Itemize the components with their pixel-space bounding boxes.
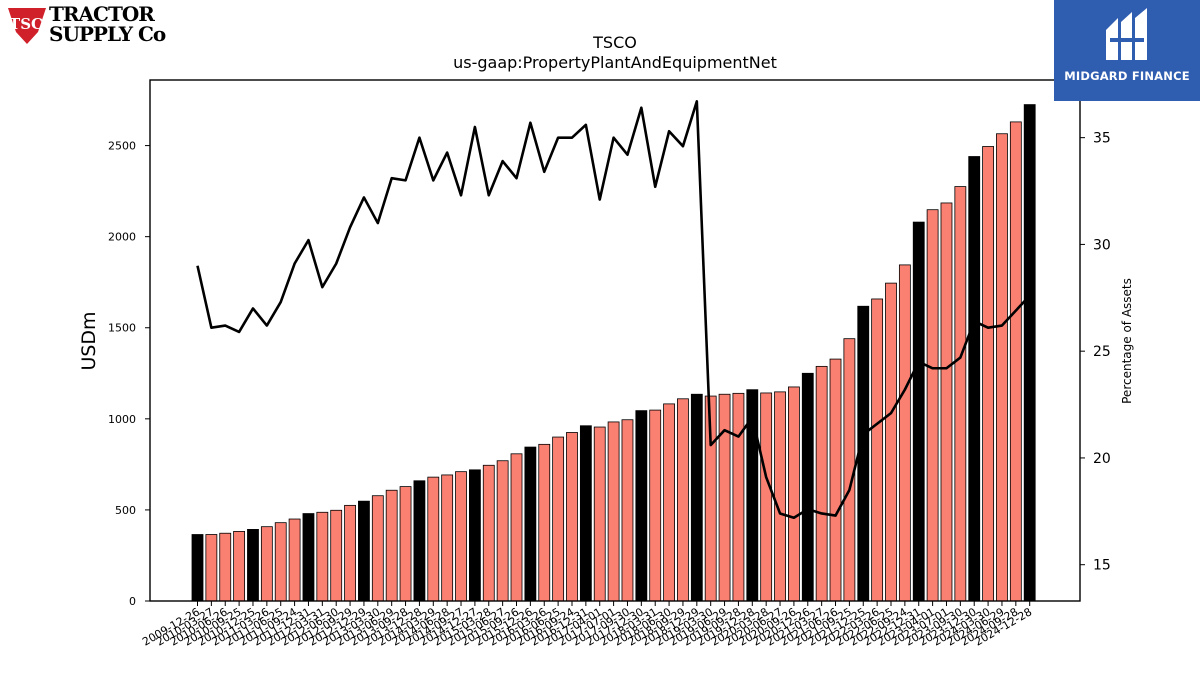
y2-tick-label: 30 — [1093, 237, 1111, 253]
tsc-badge-icon: TSC — [8, 8, 46, 44]
bar-2017-09-30 — [621, 419, 634, 602]
bar-2010-09-25 — [233, 531, 246, 602]
y-tick-label: 0 — [129, 595, 136, 608]
y2-tick-label: 25 — [1093, 344, 1111, 360]
bar-2014-12-27 — [468, 469, 481, 602]
chart-subtitle: us-gaap:PropertyPlantAndEquipmentNet — [453, 53, 777, 72]
bar-2020-09-26 — [788, 386, 800, 602]
bar-2015-09-26 — [510, 453, 523, 602]
bar-2019-06-29 — [718, 393, 731, 602]
bar-2011-03-26 — [260, 526, 273, 602]
bar-2023-12-30 — [968, 156, 981, 602]
bar-2012-06-30 — [330, 509, 343, 602]
bar-2011-12-31 — [302, 513, 315, 602]
y-tick-label: 1500 — [108, 322, 136, 335]
bar-2016-12-31 — [579, 425, 592, 602]
bar-2013-09-28 — [399, 486, 412, 602]
bar-2012-03-31 — [316, 511, 329, 602]
bar-2024-06-29 — [996, 133, 1008, 602]
bar-2017-07-01 — [607, 421, 620, 602]
bar-2015-03-28 — [482, 464, 495, 602]
logo-line-2: SUPPLY Co — [49, 22, 166, 46]
bar-series — [191, 104, 1036, 602]
bar-2013-06-29 — [385, 489, 398, 602]
bar-2023-09-30 — [954, 186, 967, 602]
bar-2016-03-26 — [538, 443, 551, 602]
bar-2022-06-25 — [885, 282, 897, 602]
bar-2017-12-30 — [635, 410, 648, 602]
y-axis-label: USDm — [78, 311, 100, 370]
y-tick-label: 2500 — [108, 140, 136, 153]
logo-line-1: TRACTOR — [49, 2, 155, 26]
bar-2018-12-29 — [690, 393, 703, 602]
bar-2011-09-24 — [288, 518, 301, 602]
bar-2012-09-29 — [344, 504, 356, 602]
y-tick-label: 500 — [115, 504, 136, 517]
bar-2016-09-24 — [566, 432, 578, 602]
midgard-finance-text: MIDGARD FINANCE — [1064, 69, 1190, 83]
bar-2018-06-30 — [663, 403, 675, 602]
chart-title: TSCO — [592, 33, 637, 52]
bar-2016-06-25 — [552, 436, 565, 602]
midgard-mark-icon — [1106, 8, 1147, 60]
bar-2022-03-26 — [871, 298, 884, 602]
bar-2022-09-24 — [898, 264, 911, 602]
pct-assets-line — [196, 100, 1031, 520]
bar-2024-09-28 — [1009, 121, 1022, 602]
bar-2024-12-28 — [1023, 104, 1036, 602]
bar-2017-04-01 — [593, 426, 606, 602]
bar-2014-09-27 — [455, 471, 467, 602]
bar-2020-03-28 — [760, 392, 773, 602]
y2-axis-label: Percentage of Assets — [1120, 278, 1134, 404]
bar-2022-12-31 — [912, 221, 925, 602]
bar-2011-06-25 — [274, 522, 287, 602]
bar-2021-06-26 — [829, 358, 842, 602]
bar-2021-03-27 — [815, 365, 828, 602]
bar-2018-09-29 — [677, 398, 689, 602]
y2-tick-label: 35 — [1093, 131, 1111, 147]
bar-2023-04-01 — [926, 209, 939, 602]
y-tick-label: 2000 — [108, 231, 136, 244]
bar-2010-03-27 — [205, 534, 218, 602]
midgard-finance-logo: MIDGARD FINANCE — [1054, 0, 1200, 101]
bar-2014-06-28 — [441, 474, 454, 602]
bar-2020-12-26 — [801, 372, 814, 602]
bar-2018-03-31 — [649, 409, 662, 602]
y2-tick-label: 15 — [1093, 558, 1111, 574]
bar-2023-07-01 — [940, 202, 953, 602]
tsc-badge-text: TSC — [9, 15, 43, 33]
pct-assets-series — [196, 100, 1031, 520]
plot-frame — [149, 79, 1081, 602]
bar-2010-06-26 — [219, 532, 232, 602]
y-tick-label: 1000 — [108, 413, 136, 426]
bar-2010-12-25 — [247, 529, 259, 602]
bar-2015-12-26 — [524, 446, 537, 602]
bar-2019-09-28 — [732, 392, 745, 602]
bar-2013-12-28 — [413, 480, 426, 602]
y2-tick-label: 20 — [1093, 451, 1111, 467]
bar-2024-03-30 — [982, 146, 994, 602]
bar-2014-03-29 — [427, 476, 440, 602]
bar-2015-06-27 — [496, 460, 509, 602]
tractor-supply-logo: TSC TRACTOR SUPPLY Co — [6, 4, 166, 48]
bar-2009-12-26 — [191, 534, 204, 602]
bar-2012-12-29 — [358, 500, 370, 602]
bar-2013-03-30 — [371, 495, 384, 602]
bar-2020-06-27 — [774, 391, 786, 602]
